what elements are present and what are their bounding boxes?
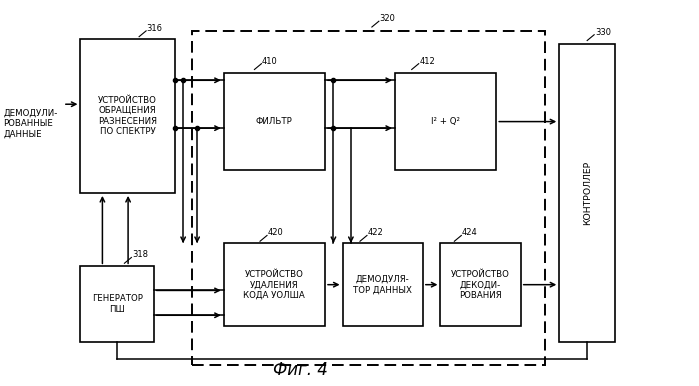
Text: 422: 422 [368, 229, 384, 237]
Text: 320: 320 [380, 14, 396, 23]
Text: ДЕМОДУЛИ-
РОВАННЫЕ
ДАННЫЕ: ДЕМОДУЛИ- РОВАННЫЕ ДАННЫЕ [3, 108, 58, 139]
Text: 316: 316 [147, 24, 163, 33]
Text: 330: 330 [595, 28, 611, 37]
Text: ФИЛЬТР: ФИЛЬТР [256, 117, 293, 126]
Text: 424: 424 [462, 229, 478, 237]
Bar [192, 31, 545, 365]
Text: 410: 410 [262, 57, 278, 66]
Text: Фиг. 4: Фиг. 4 [273, 361, 328, 379]
Bar [224, 73, 325, 170]
Text: ДЕМОДУЛЯ-
ТОР ДАННЫХ: ДЕМОДУЛЯ- ТОР ДАННЫХ [353, 275, 412, 295]
Bar [80, 39, 175, 193]
Bar [80, 266, 154, 342]
Bar [224, 243, 325, 326]
Text: КОНТРОЛЛЕР: КОНТРОЛЛЕР [583, 161, 591, 225]
Bar [440, 243, 521, 326]
Text: I² + Q²: I² + Q² [431, 117, 460, 126]
Text: УСТРОЙСТВО
УДАЛЕНИЯ
КОДА УОЛША: УСТРОЙСТВО УДАЛЕНИЯ КОДА УОЛША [243, 270, 305, 300]
Text: УСТРОЙСТВО
ДЕКОДИ-
РОВАНИЯ: УСТРОЙСТВО ДЕКОДИ- РОВАНИЯ [451, 270, 510, 300]
Text: 412: 412 [419, 57, 435, 66]
Bar [559, 44, 615, 342]
Bar [343, 243, 423, 326]
Text: 420: 420 [268, 229, 284, 237]
Bar [395, 73, 496, 170]
Text: 318: 318 [132, 251, 148, 259]
Text: УСТРОЙСТВО
ОБРАЩЕНИЯ
РАЗНЕСЕНИЯ
ПО СПЕКТРУ: УСТРОЙСТВО ОБРАЩЕНИЯ РАЗНЕСЕНИЯ ПО СПЕКТ… [98, 96, 157, 136]
Text: ГЕНЕРАТОР
ПШ: ГЕНЕРАТОР ПШ [92, 294, 143, 314]
